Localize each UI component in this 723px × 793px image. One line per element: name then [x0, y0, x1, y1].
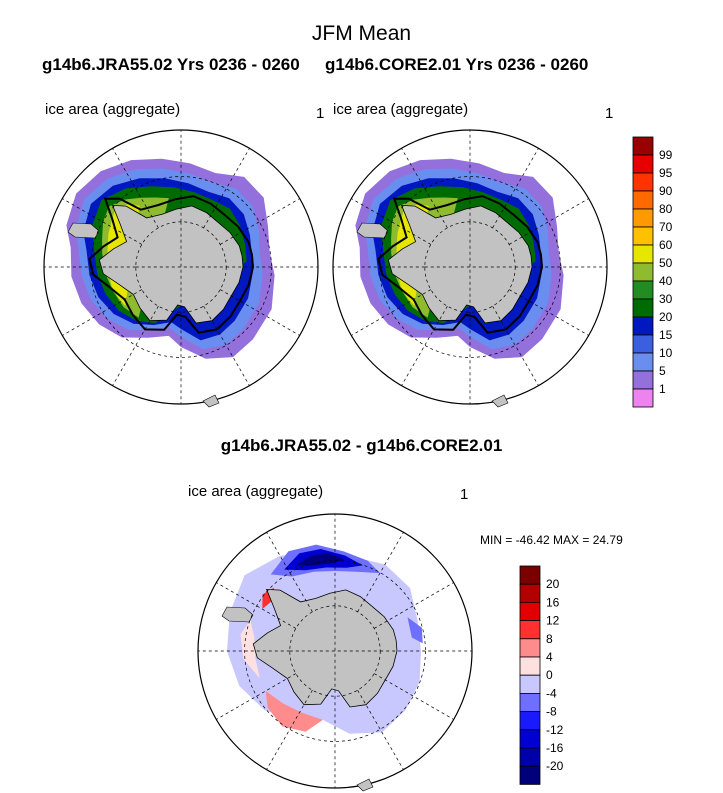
- colorbar-box: [519, 693, 541, 713]
- colorbar-tick-label: 10: [659, 346, 673, 360]
- colorbar-box: [519, 620, 541, 640]
- panel-2-label: ice area (aggregate): [333, 101, 469, 118]
- colorbar-box: [632, 334, 654, 354]
- observed-ice-edge: [88, 195, 255, 334]
- colorbar-tick-label: 12: [546, 614, 560, 628]
- colorbar-ice-area: 99 95 90 80 70 60 50 40 30 20 15 10 5 1: [632, 136, 673, 408]
- colorbar-box: [519, 765, 541, 785]
- new-zealand-land: [202, 394, 220, 408]
- colorbar-box: [632, 280, 654, 300]
- colorbar-tick-label: 4: [546, 650, 553, 664]
- minmax-text: MIN = -46.42 MAX = 24.79: [480, 533, 623, 547]
- observed-ice-edge: [377, 195, 544, 334]
- colorbar-tick-label: -8: [546, 705, 557, 719]
- colorbar-tick-label: 0: [546, 668, 553, 682]
- diff-blob-5: [240, 620, 260, 679]
- colorbar-box: [632, 208, 654, 228]
- graticule: [44, 130, 318, 404]
- new-zealand-land: [491, 394, 509, 408]
- colorbar-tick-label: 5: [659, 364, 666, 378]
- colorbar-tick-label: 15: [659, 328, 673, 342]
- colorbar-box: [519, 747, 541, 767]
- colorbar-tick-label: 95: [659, 166, 673, 180]
- figure-title: JFM Mean: [311, 22, 412, 45]
- diff-blob-7: [407, 617, 423, 644]
- colorbar-box: [632, 190, 654, 210]
- colorbar-tick-label: 20: [546, 577, 560, 591]
- colorbar-tick-label: 99: [659, 148, 673, 162]
- colorbar-tick-label: 20: [659, 310, 673, 324]
- colorbar-box: [632, 262, 654, 282]
- latitude-circle: [90, 176, 272, 358]
- colorbar-box: [519, 565, 541, 585]
- right-subtitle: g14b6.CORE2.01 Yrs 0236 - 0260: [325, 55, 589, 74]
- colorbar-box: [632, 352, 654, 372]
- panel-1-label: ice area (aggregate): [45, 101, 181, 118]
- diff-blob-3: [296, 553, 345, 566]
- colorbar-box: [519, 711, 541, 731]
- colorbar-tick-label: 16: [546, 595, 560, 609]
- colorbar-tick-label: 60: [659, 238, 673, 252]
- colorbar-difference: 20 16 12 8 4 0 -4 -8 -12 -16 -20: [519, 565, 564, 785]
- colorbar-box: [632, 370, 654, 390]
- colorbar-box: [519, 638, 541, 658]
- south-america-land: [221, 606, 254, 623]
- left-subtitle: g14b6.JRA55.02 Yrs 0236 - 0260: [42, 55, 300, 74]
- colorbar-tick-label: -20: [546, 759, 564, 773]
- colorbar-tick-label: -4: [546, 686, 557, 700]
- map-core2: [332, 129, 608, 408]
- new-zealand-land: [356, 778, 374, 792]
- colorbar-tick-label: 8: [546, 632, 553, 646]
- diff-blob-4: [265, 691, 323, 732]
- colorbar-box: [519, 656, 541, 676]
- colorbar-tick-label: 30: [659, 292, 673, 306]
- graticule: [333, 130, 607, 404]
- south-america-land: [356, 222, 389, 239]
- south-america-land: [67, 222, 100, 239]
- colorbar-tick-label: 50: [659, 256, 673, 270]
- colorbar-box: [519, 674, 541, 694]
- graticule: [198, 514, 472, 788]
- colorbar-box: [519, 602, 541, 622]
- colorbar-box: [632, 172, 654, 192]
- panel-3-label: ice area (aggregate): [188, 483, 324, 500]
- latitude-circle: [379, 176, 561, 358]
- colorbar-tick-label: 80: [659, 202, 673, 216]
- colorbar-tick-label: 90: [659, 184, 673, 198]
- colorbar-box: [632, 316, 654, 336]
- colorbar-box: [519, 729, 541, 749]
- colorbar-tick-label: -16: [546, 741, 564, 755]
- colorbar-box: [632, 388, 654, 408]
- map-jra55: [43, 129, 319, 408]
- colorbar-tick-label: 40: [659, 274, 673, 288]
- colorbar-box: [632, 136, 654, 156]
- panel-3-number: 1: [460, 486, 469, 503]
- diff-title: g14b6.JRA55.02 - g14b6.CORE2.01: [220, 436, 503, 455]
- map-difference: [197, 513, 473, 792]
- panel-2-number: 1: [605, 105, 614, 122]
- colorbar-tick-label: -12: [546, 723, 564, 737]
- colorbar-tick-label: 70: [659, 220, 673, 234]
- colorbar-box: [632, 244, 654, 264]
- colorbar-box: [632, 154, 654, 174]
- colorbar-box: [632, 298, 654, 318]
- latitude-circle: [244, 560, 426, 742]
- colorbar-tick-label: 1: [659, 382, 666, 396]
- panel-1-number: 1: [316, 105, 325, 122]
- colorbar-box: [519, 583, 541, 603]
- colorbar-box: [632, 226, 654, 246]
